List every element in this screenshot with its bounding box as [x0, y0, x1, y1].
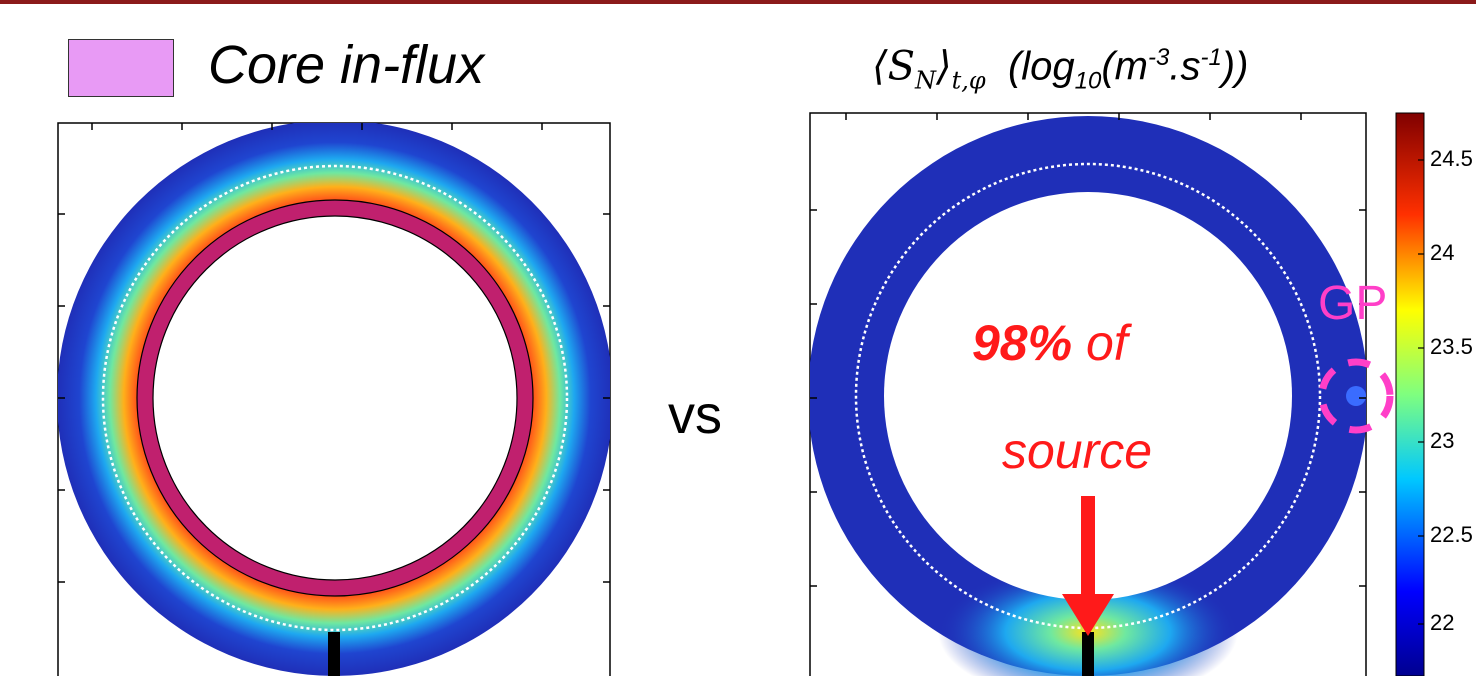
colorbar-tick-label: 22 [1430, 610, 1455, 635]
title-unit-close: )) [1221, 44, 1249, 89]
colorbar-ticks [1418, 159, 1424, 625]
right-separatrix [854, 162, 1322, 630]
title-unit-s: .s [1169, 44, 1201, 89]
gas-puff-spot [1346, 386, 1366, 406]
title-math: ⟨S [872, 43, 916, 90]
gp-marker-circle [1318, 358, 1394, 434]
colorbar-tick-label: 22.5 [1430, 522, 1473, 547]
core-region [152, 215, 518, 581]
vs-label: vs [668, 385, 722, 445]
source-arrow [1062, 496, 1114, 636]
right-core-region [884, 192, 1292, 600]
left-axis-ticks [58, 123, 610, 583]
percent-of: of [1085, 315, 1128, 371]
colorbar-tick-label: 23.5 [1430, 334, 1473, 359]
colorbar-tick-label: 24.5 [1430, 146, 1473, 171]
right-limiter [1082, 632, 1094, 676]
title-unit-sub: 10 [1074, 67, 1102, 95]
title-unit-sup1: -3 [1147, 44, 1170, 71]
colorbar-tick-label: 24 [1430, 240, 1455, 265]
top-border [0, 0, 1476, 4]
title-unit-open: (log [1007, 44, 1075, 89]
title-sub-n: N [915, 66, 937, 95]
left-limiter [328, 632, 340, 676]
colorbar [1395, 112, 1425, 676]
title-sub-t: t,φ [951, 66, 986, 95]
core-influx-ring [137, 200, 533, 596]
legend-swatch [68, 39, 174, 97]
gp-label: GP [1318, 277, 1388, 330]
colorbar-tick-label: 23 [1430, 428, 1455, 453]
title-unit-sup2: -1 [1200, 44, 1222, 71]
left-separatrix [101, 164, 569, 632]
right-panel-title: ⟨SN⟩t,φ (log10(m-3.s-1)) [872, 46, 1248, 93]
source-annotation: source [1002, 423, 1153, 479]
percent-annotation: 98% of [972, 318, 1128, 368]
left-panel [57, 122, 611, 676]
right-axis-ticks [810, 113, 1366, 587]
title-math-close: ⟩ [936, 43, 952, 90]
core-ring-outer-edge [136, 199, 534, 597]
legend-label: Core in-flux [208, 35, 485, 95]
title-unit-m: (m [1101, 44, 1148, 89]
percent-value: 98% [972, 315, 1073, 371]
right-panel [809, 112, 1425, 676]
